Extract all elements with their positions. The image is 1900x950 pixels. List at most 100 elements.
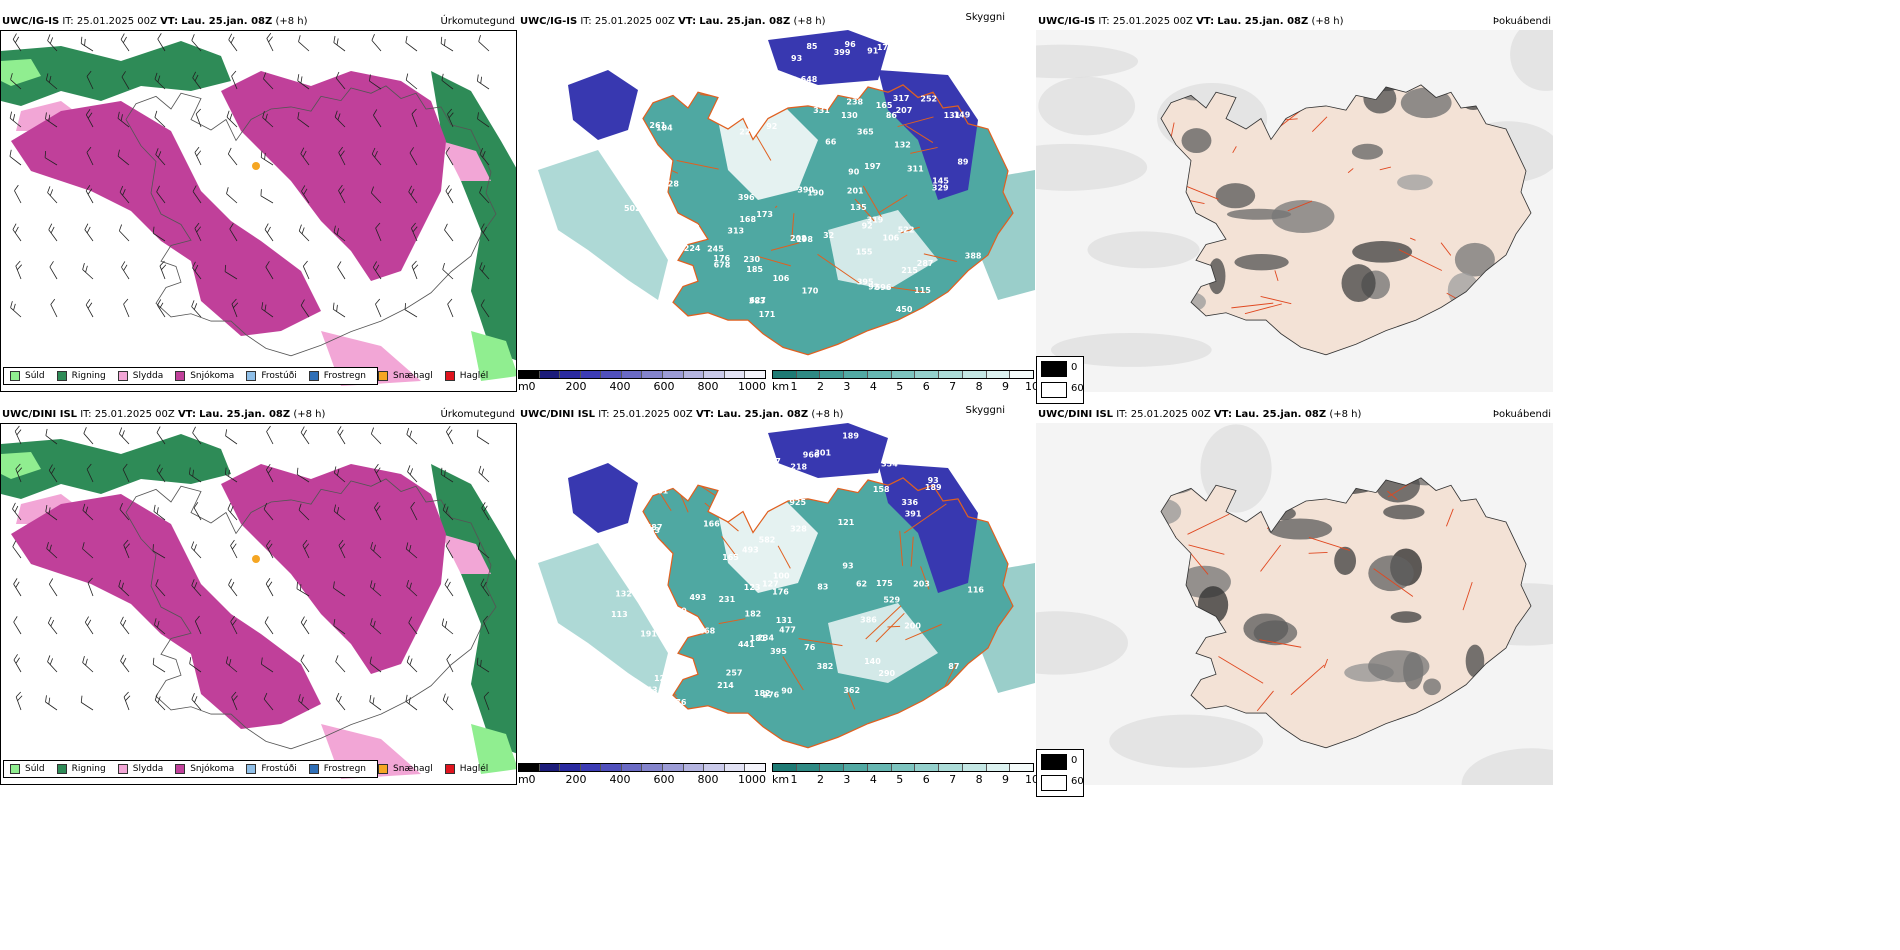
cloud-base-value: 92 [868,282,879,291]
colorbar-cell [745,371,765,378]
panel-header: UWC/DINI ISL IT: 25.01.2025 00Z VT: Lau.… [520,409,843,421]
cloud-base-value: 182 [745,610,762,619]
vt-value: Lau. 25.jan. 08Z [1217,16,1309,27]
cloud-base-value: 311 [907,164,924,173]
wind-barb [477,542,490,559]
wind-barb [300,147,310,166]
colorbar-cell [704,371,725,378]
colorbar-cell [539,764,561,771]
low-cloud-area [568,70,638,140]
wind-barb [261,302,274,318]
wind-barb [375,222,382,242]
colorbar-cell [663,764,684,771]
wind-barb [479,147,490,166]
fog-indicator-map[interactable] [1036,30,1553,392]
road [887,625,901,628]
visibility-map[interactable]: 200 165 149 93 86 106 145 106 90 208 104 72 96 94 261 1… [518,30,1035,392]
colorbar-tick: 1000 [738,773,766,786]
fog-indicator-patch [1271,199,1335,234]
it-label: IT: [580,16,592,27]
wind-barb [332,302,346,318]
visibility-map[interactable]: 157 203 295 477 175 170 63 60 127 218 125 123 113 74 1… [518,423,1035,785]
wind-barb [371,147,382,166]
wind-barb [192,71,202,90]
wind-barb [264,616,274,635]
wind-barb [157,33,166,52]
road [903,503,947,534]
cloud-base-value: 203 [913,580,930,589]
cloud-base-value: 184 [781,75,798,84]
cloud-base-value: 441 [738,640,755,649]
wind-barb [9,149,22,166]
road [1256,690,1274,712]
lead-time: (+8 h) [1311,16,1344,27]
cloud-base-value: 74 [625,561,637,570]
wind-barb [225,656,238,673]
lead-time: (+8 h) [811,409,844,420]
wind-barb [410,222,418,242]
wind-barb [298,503,310,521]
wind-barb [405,73,418,90]
it-value: 25.01.2025 00Z [94,409,175,420]
cloud-base-value: 200 [967,53,984,62]
cloud-base-value: 388 [965,251,982,260]
cloud-base-value: 171 [877,43,894,52]
lead-time: (+8 h) [793,16,826,27]
cloud-base-value: 336 [901,498,918,507]
rain-area [1,41,231,106]
colorbar-cell [621,764,643,771]
wind-barb [369,694,382,711]
low-cloud-area [568,463,638,533]
road [1290,664,1325,696]
cloud-base-value: 365 [857,128,874,137]
colorbar-cell [560,764,581,771]
precip-type-map[interactable]: Súld Rigning Slydda Snjókoma Frostúði Frostre… [0,30,517,392]
wind-barb [298,694,310,711]
cloud-base-value: 208 [790,234,807,243]
cloud-base-value: 100 [773,571,790,580]
cloud-base-value: 627 [749,296,766,305]
precip-type-legend: Súld Rigning Slydda Snjókoma Frostúði Frostre… [3,367,488,385]
wind-barb [191,34,202,52]
wind-barb [335,655,346,673]
cloud-base-value: 596 [875,283,892,292]
wind-barb [227,503,238,521]
cloud-base-value: 165 [722,553,739,562]
wind-barb [226,110,238,128]
cloud-base-value: 87 [948,662,959,671]
wind-barb [231,70,238,90]
wind-barb [479,186,490,204]
cloud-base-value: 317 [893,94,910,103]
wind-barb [225,429,238,445]
cloud-base-value: 383 [749,296,766,305]
wind-barb [298,224,310,242]
road [923,253,957,262]
snow-area [221,464,446,674]
land-area [1161,477,1531,748]
colorbar-cell [580,764,602,771]
road [774,205,778,209]
colorbar-cell [867,371,892,378]
colorbar-cell [820,371,845,378]
cloud-base-value: 96 [845,40,857,49]
wind-barb [369,74,382,90]
wind-barb [194,222,202,242]
legend-label: Frostregn [323,371,367,381]
road [747,494,779,500]
wind-barb [87,577,94,597]
model-name: UWC/DINI ISL [2,409,78,420]
wind-barb [408,185,418,204]
precip-type-map[interactable]: Súld Rigning Slydda Snjókoma Frostúði Frostre… [0,423,517,785]
wind-barb [442,262,454,280]
cloud-base-value: 62 [856,579,867,588]
road [1232,146,1237,154]
road [782,656,804,691]
wind-barb [480,223,490,242]
colorbar-unit: m [518,380,529,393]
cloud-base-value: 450 [896,305,913,314]
fog-indicator-patch [1341,264,1376,303]
colorbar-tick: 2 [816,773,824,786]
cloud-base-value: 529 [883,596,900,605]
fog-indicator-map[interactable] [1036,423,1553,785]
cloud-base-value: 149 [954,111,971,120]
